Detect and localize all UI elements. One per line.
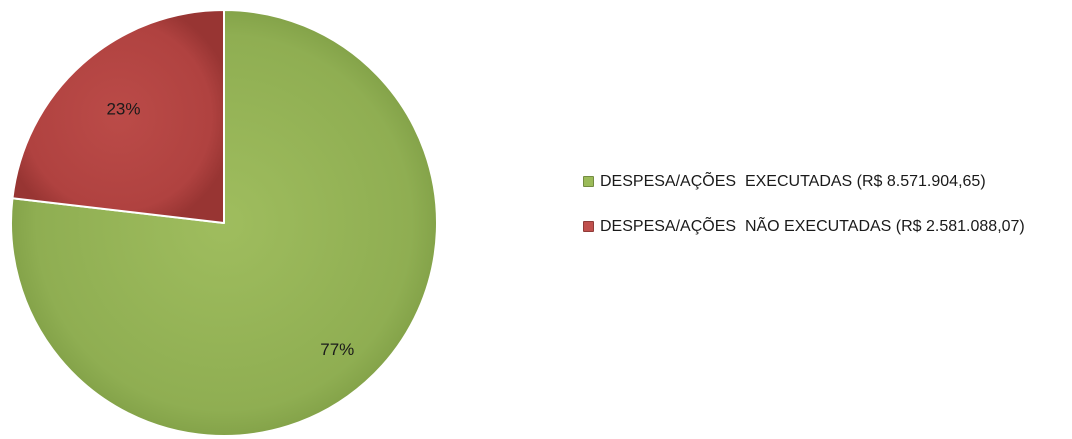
pie-plot: 77% 23%	[10, 9, 438, 437]
legend-swatch-executed	[583, 176, 594, 187]
pie-slices	[10, 9, 438, 437]
legend-swatch-not-executed	[583, 221, 594, 232]
legend-label-not-executed: DESPESA/AÇÕES NÃO EXECUTADAS (R$ 2.581.0…	[600, 218, 1025, 235]
pie-label-executed: 77%	[320, 340, 354, 359]
pie-labels: 77% 23%	[106, 99, 354, 358]
pie-label-not-executed: 23%	[106, 99, 140, 118]
legend-item-executed: DESPESA/AÇÕES EXECUTADAS (R$ 8.571.904,6…	[583, 172, 1063, 192]
pie-rim	[10, 9, 438, 437]
legend-item-not-executed: DESPESA/AÇÕES NÃO EXECUTADAS (R$ 2.581.0…	[583, 217, 1063, 237]
legend: DESPESA/AÇÕES EXECUTADAS (R$ 8.571.904,6…	[583, 172, 1063, 262]
legend-label-executed: DESPESA/AÇÕES EXECUTADAS (R$ 8.571.904,6…	[600, 173, 986, 190]
